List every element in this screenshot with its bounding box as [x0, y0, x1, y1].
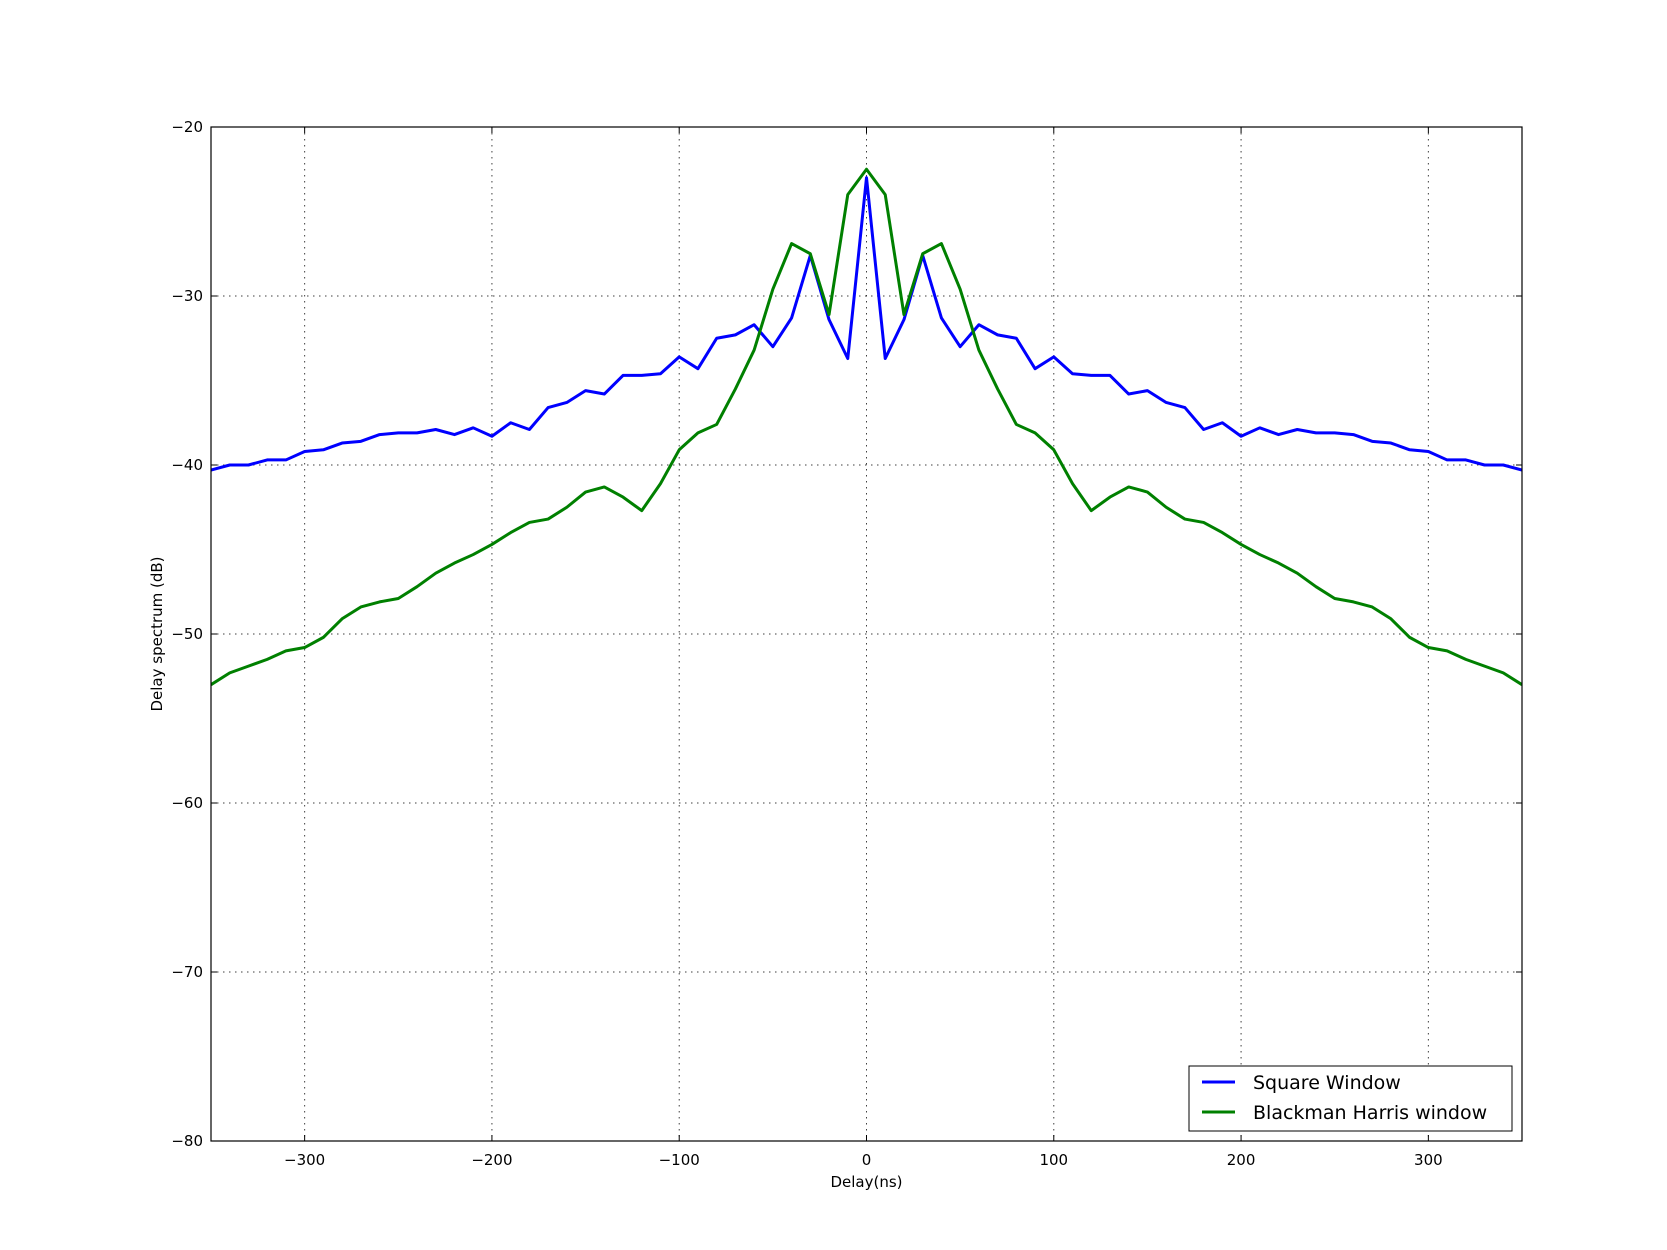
x-tick-label: −300: [284, 1151, 325, 1169]
y-tick-label: −60: [171, 794, 203, 812]
legend: Square Window Blackman Harris window: [1188, 1065, 1513, 1132]
y-axis-label: Delay spectrum (dB): [148, 556, 166, 711]
legend-box: [1188, 1065, 1513, 1132]
x-tick-label: 100: [1039, 1151, 1068, 1169]
y-tick-label: −30: [171, 287, 203, 305]
x-tick-label: 200: [1227, 1151, 1256, 1169]
y-tick-label: −50: [171, 625, 203, 643]
legend-label-blackman-harris: Blackman Harris window: [1253, 1102, 1487, 1124]
series-line-blackman-harris: [211, 167, 1522, 686]
x-tick-label: −200: [471, 1151, 512, 1169]
y-tick-label: −80: [171, 1132, 203, 1150]
x-tick-label: −100: [659, 1151, 700, 1169]
y-tick-label: −40: [171, 456, 203, 474]
series-lines: [211, 167, 1522, 686]
axis-ticks: −300 −200 −100 0 100 200 300 −80 −70 −60 −50 −40 −30…: [171, 118, 1522, 1169]
x-tick-label: 300: [1414, 1151, 1443, 1169]
legend-label-square-window: Square Window: [1253, 1072, 1401, 1094]
y-tick-label: −70: [171, 963, 203, 981]
y-tick-label: −20: [171, 118, 203, 136]
x-tick-label: 0: [862, 1151, 872, 1169]
grid: [211, 126, 1522, 1142]
series-line-square-window: [211, 176, 1522, 472]
x-axis-label: Delay(ns): [830, 1173, 902, 1191]
